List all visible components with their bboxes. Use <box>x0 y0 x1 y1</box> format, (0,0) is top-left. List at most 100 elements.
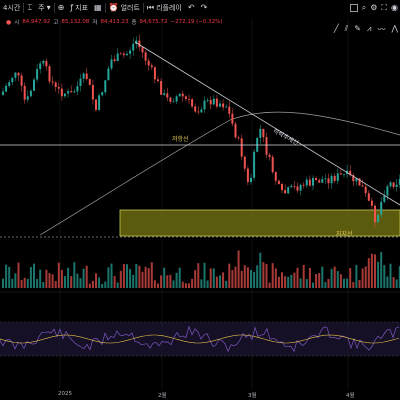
candle-body <box>305 179 308 186</box>
price-chart[interactable] <box>0 15 400 390</box>
volume-bar <box>113 276 116 288</box>
candle-body <box>11 77 14 83</box>
candle-body <box>219 103 221 107</box>
volume-bar <box>76 273 79 288</box>
volume-bar <box>256 265 259 288</box>
layout-icon[interactable] <box>349 3 358 12</box>
volume-bar <box>42 282 45 288</box>
candle-body <box>330 175 333 184</box>
top-toolbar: 4시간 ⌶ 주 ▾ ⊕ ƒ 지표 ▦ ⏰ 얼러트 ⏮ 리플레이 ↶ ↷ ⌕ ⚙ … <box>0 0 400 15</box>
toolbar-right: ⌕ ⚙ ⛶ ◉ <box>349 0 398 15</box>
toolbar-divider <box>53 2 55 13</box>
candle-body <box>8 82 11 86</box>
volume-bar <box>188 283 190 288</box>
candle-body <box>116 53 119 61</box>
volume-bar <box>274 268 277 288</box>
xaxis-label: 3월 <box>248 393 257 399</box>
candle-body <box>23 85 26 100</box>
candle-body <box>147 60 150 66</box>
volume-bar <box>2 278 4 288</box>
toolbar-divider <box>104 2 106 13</box>
candle-body <box>228 106 231 114</box>
open-value: 84,947.92 <box>22 19 51 25</box>
candle-body <box>200 109 203 113</box>
volume-bar <box>370 253 373 288</box>
volume-bar <box>361 268 364 288</box>
candle-body <box>85 73 88 80</box>
volume-bar <box>166 275 169 288</box>
undo-button[interactable]: ↶ <box>185 0 198 15</box>
xaxis-label: 4월 <box>346 393 355 399</box>
volume-bar <box>144 266 147 288</box>
camera-icon[interactable]: ◉ <box>391 3 398 12</box>
candle-body <box>262 128 265 138</box>
candle-body <box>240 138 243 157</box>
candle-body <box>277 180 280 185</box>
ma-path <box>39 111 400 236</box>
volume-bar <box>392 277 395 288</box>
candle-body <box>212 98 215 105</box>
gear-icon[interactable]: ⚙ <box>370 3 378 12</box>
candle-body <box>237 137 240 139</box>
candle-body <box>383 195 386 202</box>
volume-bar <box>104 281 107 288</box>
candle-body <box>107 68 110 81</box>
volume-bar <box>110 263 113 288</box>
indicators-button[interactable]: ƒ 지표 <box>67 0 91 15</box>
candle-body <box>36 69 39 80</box>
pattern-icon[interactable]: ⩘ <box>366 24 372 33</box>
templates-button[interactable]: ▦ <box>91 0 105 15</box>
volume-bar <box>234 266 237 288</box>
toolbar-divider <box>23 2 25 13</box>
volume-bar <box>36 278 39 288</box>
volume-bar <box>178 267 181 288</box>
open-label: 시 <box>14 20 20 26</box>
alert-button[interactable]: ⏰ 얼러트 <box>106 0 143 15</box>
projection-icon[interactable]: ⋀ <box>391 24 398 33</box>
volume-bar <box>237 250 240 288</box>
candle-body <box>141 47 144 53</box>
fib-icon[interactable]: ⫽ <box>344 24 349 33</box>
fullscreen-icon[interactable]: ⛶ <box>381 2 388 12</box>
candle-body <box>352 175 355 182</box>
close-value: 84,675.72 <box>139 19 168 25</box>
candle-body <box>2 91 4 95</box>
candle-body <box>138 40 141 48</box>
volume-bar <box>352 281 355 288</box>
candle-body <box>42 60 45 64</box>
volume-bar <box>135 263 138 288</box>
volume-bar <box>101 283 104 288</box>
candle-body <box>70 91 73 93</box>
drawing-tools: ╱ ⫽ ✎ ⩘ 〰 ⋀ <box>334 24 398 35</box>
chart-type-label-button[interactable]: 주 ▾ <box>35 0 53 15</box>
timeframe-button[interactable]: 4시간 <box>0 0 23 15</box>
candle-body <box>209 100 212 105</box>
xaxis-label: 2월 <box>158 393 167 399</box>
volume-bar <box>268 282 271 288</box>
chart-type-button[interactable]: ⌶ <box>24 0 35 15</box>
candle-body <box>386 186 389 196</box>
brush-icon[interactable]: ✎ <box>354 24 361 33</box>
replay-button[interactable]: ⏮ 리플레이 <box>144 0 185 15</box>
volume-bar <box>48 273 51 288</box>
indicators-icon: ƒ <box>70 3 74 12</box>
xaxis-label: 2025 <box>58 391 72 397</box>
search-icon[interactable]: ⌕ <box>361 2 367 12</box>
volume-bar <box>60 269 63 288</box>
volume-bar <box>343 278 345 288</box>
volume-bar <box>17 262 20 288</box>
candle-body <box>234 123 237 138</box>
candle-body <box>144 52 147 61</box>
compare-button[interactable]: ⊕ <box>55 0 68 15</box>
grid-icon: ▦ <box>94 3 102 12</box>
candle-body <box>318 180 321 183</box>
volume-bar <box>305 279 308 288</box>
trend-line-icon[interactable]: ╱ <box>333 24 339 33</box>
volume-bar <box>259 252 262 288</box>
redo-button[interactable]: ↷ <box>198 0 211 15</box>
volume-bar <box>398 266 400 288</box>
wave-icon[interactable]: 〰 <box>377 25 386 34</box>
volume-bar <box>98 277 101 288</box>
candle-body <box>395 184 398 187</box>
candle-body <box>274 172 277 181</box>
